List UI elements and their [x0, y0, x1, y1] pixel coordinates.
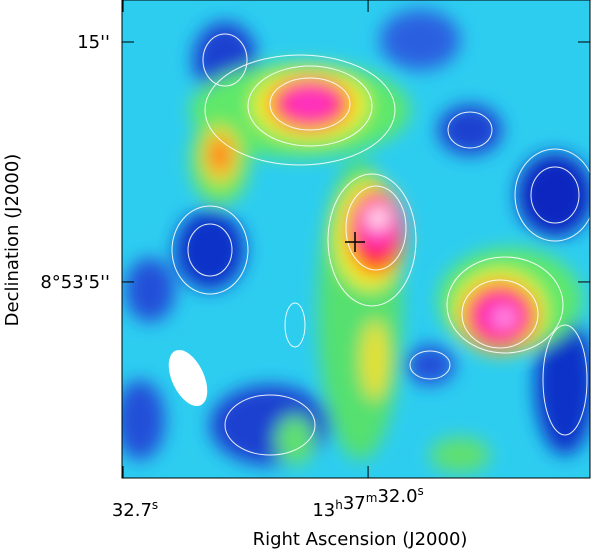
contour — [542, 324, 588, 436]
contour — [345, 185, 407, 271]
contour — [171, 205, 249, 295]
x-tick-label: 32.7s — [112, 498, 158, 521]
contour — [202, 33, 248, 87]
y-tick-label: 8°53'5'' — [40, 272, 110, 293]
blob — [368, 208, 388, 228]
blob — [380, 10, 460, 70]
blob — [275, 415, 315, 465]
blob — [405, 345, 455, 385]
blob — [125, 258, 175, 322]
blob — [361, 320, 389, 400]
blob — [517, 153, 590, 237]
frame — [121, 0, 591, 479]
map — [122, 0, 590, 478]
contour — [284, 302, 306, 348]
contour — [514, 148, 590, 242]
x-axis-label: Right Ascension (J2000) — [253, 529, 468, 550]
x-tick-label: 13h37m32.0s — [312, 484, 423, 521]
contour — [461, 279, 539, 349]
contour — [447, 111, 493, 149]
contour — [204, 54, 396, 166]
contour — [187, 223, 233, 277]
blob — [535, 315, 590, 455]
contour — [224, 394, 316, 456]
intensity-blobs — [122, 10, 590, 473]
blob — [430, 437, 490, 473]
contour — [327, 173, 417, 307]
contour — [409, 350, 451, 380]
y-axis-label: Declination (J2000) — [2, 154, 23, 327]
blob — [496, 310, 514, 326]
contours — [171, 33, 590, 456]
blob — [175, 210, 245, 290]
contour — [446, 256, 564, 354]
contour — [530, 166, 580, 224]
blob — [122, 380, 165, 460]
contour — [247, 65, 373, 147]
cross-marker — [345, 232, 365, 252]
contour — [269, 77, 351, 131]
y-tick-label: 15'' — [77, 32, 110, 53]
beam — [168, 349, 208, 407]
blob — [281, 85, 339, 121]
blob — [210, 139, 230, 171]
